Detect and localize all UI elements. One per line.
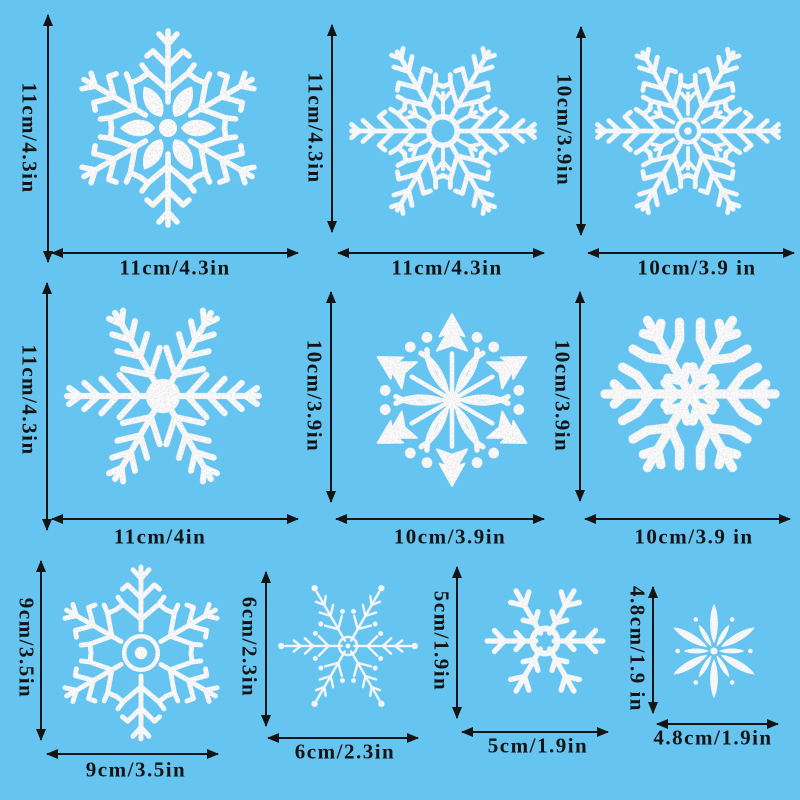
height-label: 6cm/2.3in: [237, 596, 262, 698]
height-arrow: [42, 282, 52, 531]
snowflake-image: [358, 306, 546, 494]
snowflake-image: [593, 297, 787, 491]
height-label: 11cm/4.3in: [17, 82, 42, 194]
width-arrow: [461, 727, 609, 737]
width-arrow: [267, 733, 419, 743]
width-label: 11cm/4.3in: [119, 255, 231, 280]
width-label: 9cm/3.5in: [85, 757, 187, 782]
height-label: 11cm/4.3in: [17, 344, 42, 456]
width-arrow: [587, 248, 795, 258]
height-label: 9cm/3.5in: [14, 597, 39, 699]
snowflake-image: [661, 598, 767, 704]
width-arrow: [46, 749, 219, 759]
snowflake-image: [57, 290, 269, 502]
height-arrow: [452, 566, 462, 719]
height-arrow: [648, 586, 658, 714]
snowflake-image: [63, 23, 273, 233]
width-label: 10cm/3.9 in: [634, 524, 754, 549]
width-label: 10cm/3.9 in: [637, 255, 757, 280]
snowflake-image: [476, 572, 614, 710]
width-label: 11cm/4.3in: [391, 255, 503, 280]
width-arrow: [51, 514, 299, 524]
height-arrow: [575, 291, 585, 502]
width-arrow: [335, 514, 545, 524]
height-label: 10cm/3.9in: [550, 339, 575, 453]
height-label: 10cm/3.9in: [302, 339, 327, 453]
height-arrow: [261, 571, 271, 727]
width-label: 5cm/1.9in: [487, 733, 589, 758]
snowflake-image: [48, 560, 234, 746]
height-arrow: [36, 560, 46, 741]
snowflake-image: [589, 32, 787, 230]
width-label: 11cm/4in: [113, 524, 207, 549]
width-label: 10cm/3.9in: [393, 524, 507, 549]
height-label: 11cm/4.3in: [303, 72, 328, 184]
height-label: 10cm/3.9in: [552, 73, 577, 187]
snowflake-image: [343, 31, 543, 231]
height-arrow: [576, 26, 586, 236]
height-label: 4.8cm/1.9 in: [625, 586, 650, 712]
width-arrow: [656, 719, 779, 729]
width-label: 6cm/2.3in: [294, 739, 396, 764]
height-arrow: [327, 24, 337, 233]
width-label: 4.8cm/1.9in: [653, 725, 773, 750]
width-arrow: [584, 514, 791, 524]
height-arrow: [326, 291, 336, 503]
height-label: 5cm/1.9in: [429, 590, 454, 692]
height-arrow: [43, 14, 53, 263]
width-arrow: [337, 248, 545, 258]
width-arrow: [51, 248, 299, 258]
snowflake-image: [275, 573, 421, 719]
